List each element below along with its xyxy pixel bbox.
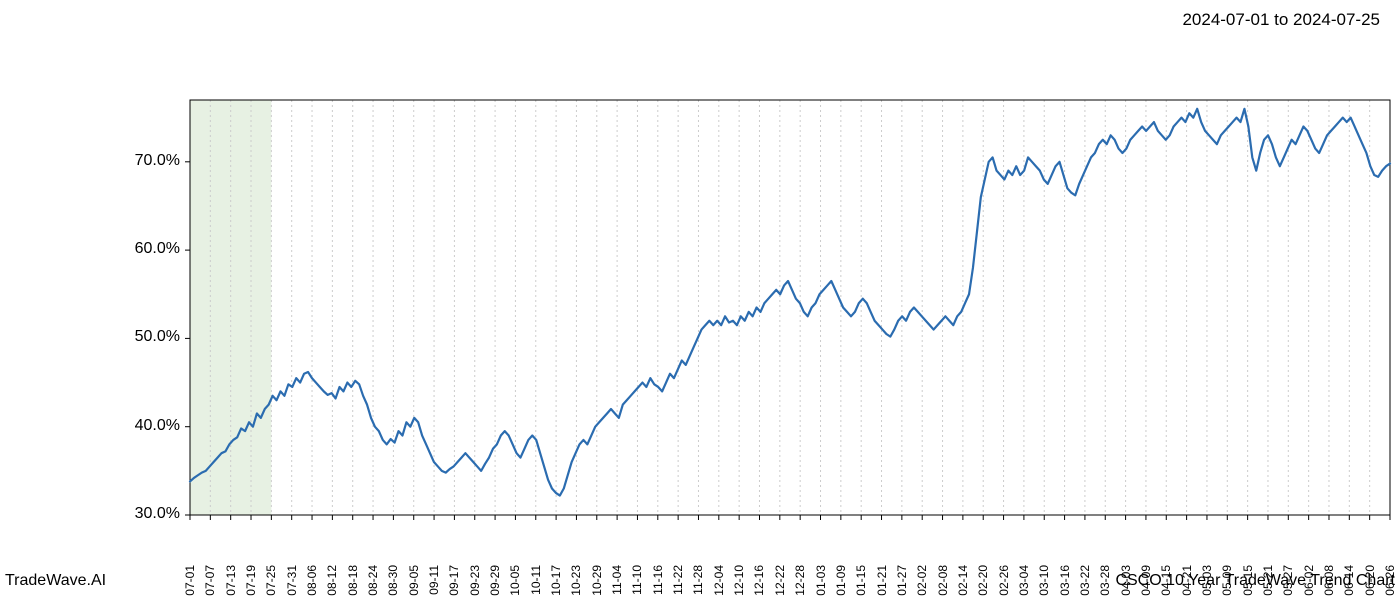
x-tick-label: 09-05: [407, 565, 421, 605]
y-tick-label: 30.0%: [135, 505, 180, 523]
x-tick-label: 07-07: [203, 565, 217, 605]
x-tick-label: 12-28: [793, 565, 807, 605]
x-tick-label: 11-04: [610, 565, 624, 605]
x-tick-label: 09-29: [488, 565, 502, 605]
x-tick-label: 08-30: [386, 565, 400, 605]
x-tick-label: 03-04: [1017, 565, 1031, 605]
x-tick-label: 01-09: [834, 565, 848, 605]
chart-container: [0, 50, 1400, 540]
x-tick-label: 02-20: [976, 565, 990, 605]
x-tick-label: 12-22: [773, 565, 787, 605]
x-tick-label: 03-22: [1078, 565, 1092, 605]
y-tick-label: 40.0%: [135, 417, 180, 435]
x-tick-label: 09-11: [427, 565, 441, 605]
x-tick-label: 12-04: [712, 565, 726, 605]
x-tick-label: 11-28: [691, 565, 705, 605]
x-tick-label: 10-17: [549, 565, 563, 605]
x-tick-label: 10-05: [508, 565, 522, 605]
x-tick-label: 08-12: [325, 565, 339, 605]
x-tick-label: 03-16: [1058, 565, 1072, 605]
x-tick-label: 11-10: [630, 565, 644, 605]
footer-title: CSCO 10 Year TradeWave Trend Chart: [1115, 572, 1395, 590]
x-tick-label: 08-24: [366, 565, 380, 605]
x-tick-label: 08-18: [346, 565, 360, 605]
x-tick-label: 11-22: [671, 565, 685, 605]
footer-brand: TradeWave.AI: [5, 572, 106, 590]
date-range-label: 2024-07-01 to 2024-07-25: [1182, 10, 1380, 30]
y-tick-label: 70.0%: [135, 152, 180, 170]
y-tick-label: 60.0%: [135, 240, 180, 258]
x-tick-label: 07-13: [224, 565, 238, 605]
x-tick-label: 09-23: [468, 565, 482, 605]
x-tick-label: 08-06: [305, 565, 319, 605]
x-tick-label: 02-02: [915, 565, 929, 605]
x-tick-label: 09-17: [447, 565, 461, 605]
x-tick-label: 10-29: [590, 565, 604, 605]
x-tick-label: 10-11: [529, 565, 543, 605]
x-tick-label: 01-21: [875, 565, 889, 605]
x-tick-label: 12-10: [732, 565, 746, 605]
x-tick-label: 11-16: [651, 565, 665, 605]
x-tick-label: 02-14: [956, 565, 970, 605]
x-tick-label: 02-26: [997, 565, 1011, 605]
x-tick-label: 03-10: [1037, 565, 1051, 605]
x-tick-label: 10-23: [569, 565, 583, 605]
y-tick-label: 50.0%: [135, 328, 180, 346]
x-tick-label: 01-03: [814, 565, 828, 605]
x-tick-label: 07-31: [285, 565, 299, 605]
x-tick-label: 03-28: [1098, 565, 1112, 605]
x-tick-label: 02-08: [936, 565, 950, 605]
x-tick-label: 12-16: [752, 565, 766, 605]
x-tick-label: 07-19: [244, 565, 258, 605]
x-tick-label: 07-01: [183, 565, 197, 605]
trend-chart: [0, 50, 1400, 540]
x-tick-label: 07-25: [264, 565, 278, 605]
x-tick-label: 01-15: [854, 565, 868, 605]
x-tick-label: 01-27: [895, 565, 909, 605]
